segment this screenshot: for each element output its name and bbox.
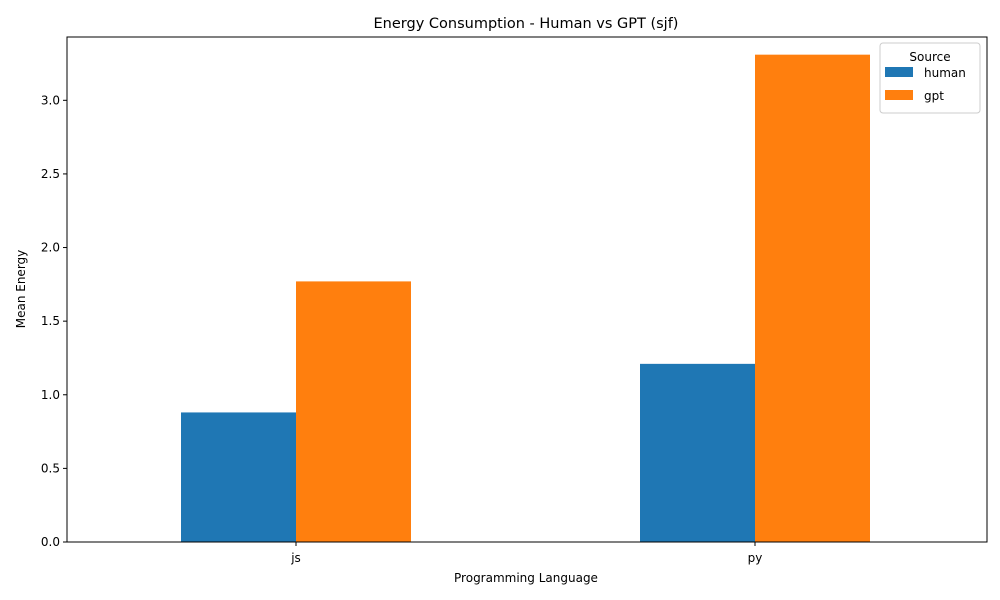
x-axis-ticks: js py	[290, 542, 762, 565]
y-tick-label: 1.0	[41, 388, 60, 402]
bar-gpt-py	[755, 54, 870, 543]
y-axis-ticks: 0.0 0.5 1.0 1.5 2.0 2.5 3.0	[41, 93, 67, 549]
bar-human-py	[640, 363, 755, 542]
y-axis-label: Mean Energy	[14, 250, 28, 329]
legend-swatch-gpt	[885, 90, 913, 100]
x-tick-label-py: py	[748, 551, 763, 565]
legend: Source human gpt	[879, 42, 981, 114]
y-tick-label: 2.5	[41, 167, 60, 181]
legend-title: Source	[909, 50, 950, 64]
plot-frame	[66, 36, 988, 543]
x-axis-label: Programming Language	[454, 571, 598, 585]
bar-gpt-js	[296, 281, 411, 542]
bar-human-js	[181, 412, 296, 542]
y-tick-label: 3.0	[41, 93, 60, 107]
y-tick-label: 1.5	[41, 314, 60, 328]
x-tick-label-js: js	[290, 551, 301, 565]
legend-label-human: human	[924, 66, 966, 80]
chart-title: Energy Consumption - Human vs GPT (sjf)	[374, 16, 679, 32]
y-tick-label: 0.0	[41, 535, 60, 549]
y-tick-label: 0.5	[41, 461, 60, 475]
legend-label-gpt: gpt	[924, 89, 944, 103]
legend-swatch-human	[885, 67, 913, 77]
y-tick-label: 2.0	[41, 241, 60, 255]
bars-group	[181, 54, 870, 543]
